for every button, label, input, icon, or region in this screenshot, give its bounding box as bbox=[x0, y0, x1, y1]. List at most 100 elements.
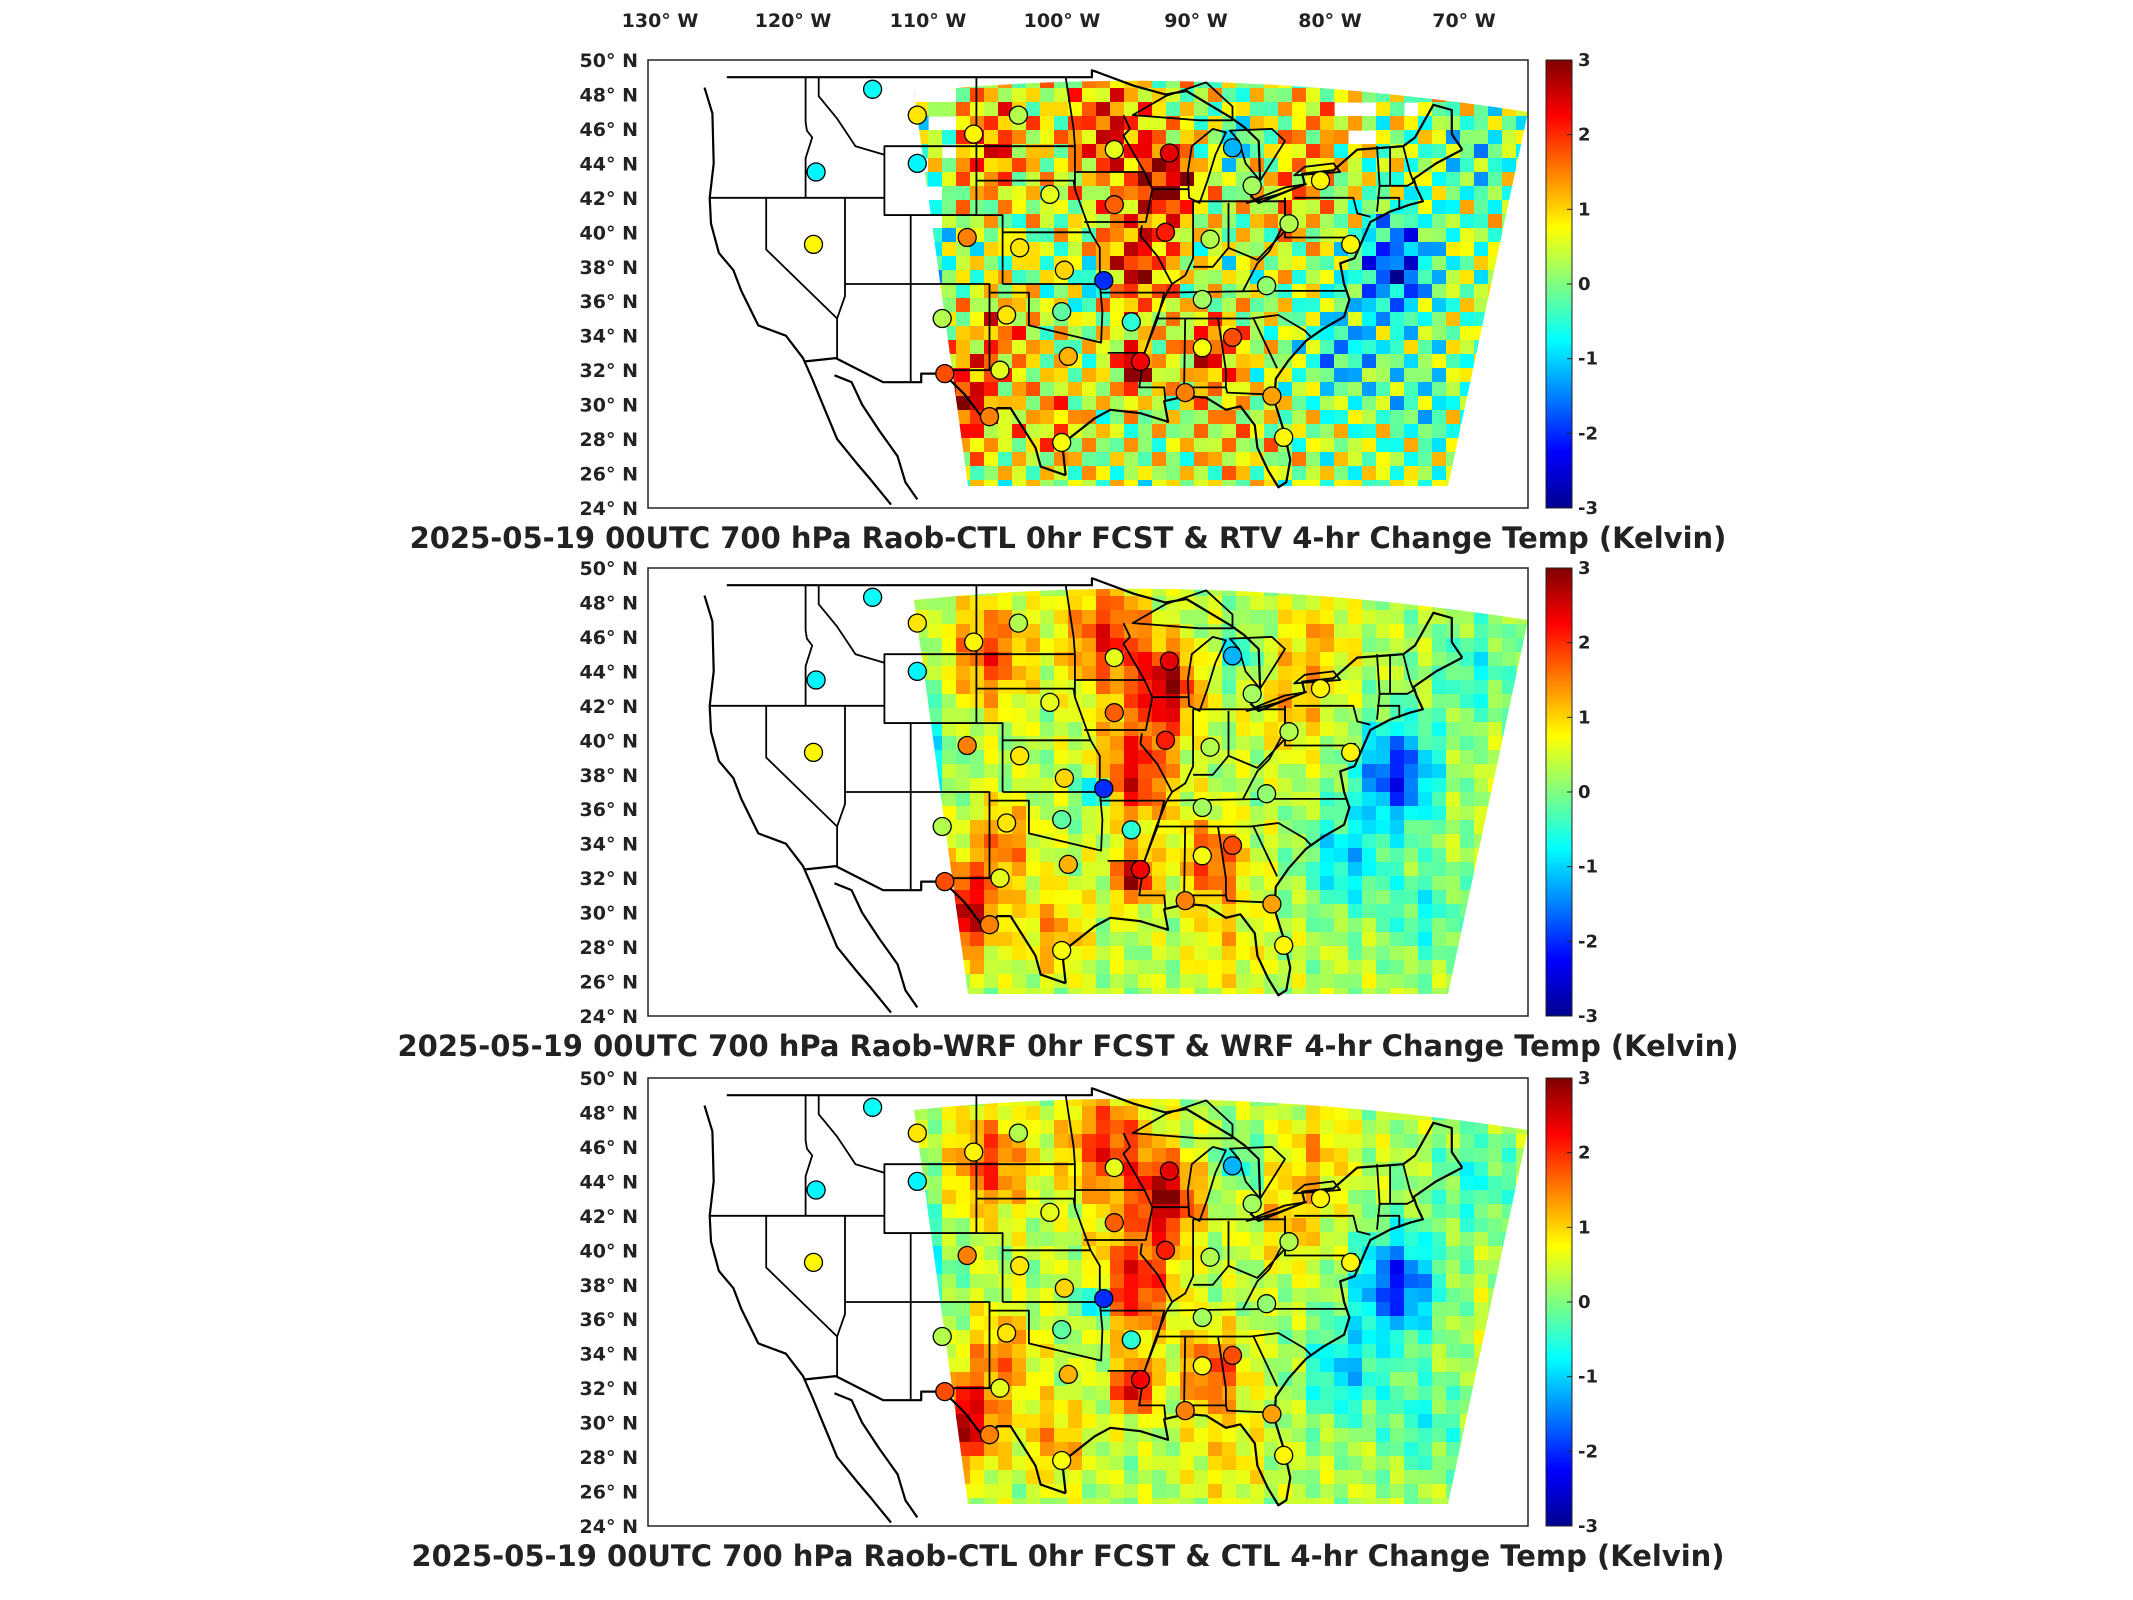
field-cell bbox=[1040, 1120, 1055, 1135]
field-cell bbox=[1082, 1330, 1097, 1345]
field-cell bbox=[1446, 284, 1461, 299]
station-marker bbox=[1052, 809, 1072, 830]
field-cell bbox=[1390, 1120, 1405, 1135]
field-cell bbox=[1040, 1330, 1055, 1345]
field-cell bbox=[1334, 410, 1349, 425]
field-cell bbox=[1418, 172, 1433, 187]
lat-tick-label: 42° N bbox=[580, 1206, 638, 1228]
field-cell bbox=[1124, 130, 1139, 145]
field-cell bbox=[1236, 876, 1251, 891]
field-cell bbox=[1194, 1190, 1209, 1205]
field-cell bbox=[1418, 1288, 1433, 1303]
field-cell bbox=[956, 876, 971, 891]
field-cell bbox=[1054, 652, 1069, 667]
field-cell bbox=[1096, 694, 1111, 709]
field-cell bbox=[1250, 904, 1265, 919]
field-cell bbox=[956, 340, 971, 355]
field-cell bbox=[1054, 410, 1069, 425]
field-cell bbox=[1110, 410, 1125, 425]
field-cell bbox=[1054, 750, 1069, 765]
field-cell bbox=[1376, 1134, 1391, 1149]
field-cell bbox=[1362, 862, 1377, 877]
field-cell bbox=[1446, 1232, 1461, 1247]
field-cell bbox=[1390, 1372, 1405, 1387]
field-cell bbox=[1180, 130, 1195, 145]
field-cell bbox=[1152, 610, 1167, 625]
field-cell bbox=[1418, 1414, 1433, 1429]
station-marker bbox=[1121, 1330, 1141, 1350]
field-cell bbox=[984, 1288, 999, 1303]
field-cell bbox=[1180, 722, 1195, 737]
field-cell bbox=[1082, 298, 1097, 313]
field-cell bbox=[1152, 1148, 1167, 1163]
field-cell bbox=[1194, 214, 1209, 229]
field-cell bbox=[1306, 1120, 1321, 1135]
field-cell bbox=[1334, 848, 1349, 863]
field-cell bbox=[942, 610, 957, 625]
field-cell bbox=[1138, 1316, 1153, 1331]
field-cell bbox=[1166, 326, 1181, 341]
field-cell bbox=[1320, 158, 1335, 173]
field-cell bbox=[1082, 666, 1097, 681]
field-cell bbox=[1222, 1274, 1237, 1289]
map-outlines bbox=[703, 1087, 1464, 1524]
field-cell bbox=[1040, 1428, 1055, 1443]
field-cell bbox=[1026, 1162, 1041, 1177]
field-cell bbox=[998, 466, 1013, 481]
field-cell bbox=[1012, 708, 1027, 723]
field-cell bbox=[942, 200, 957, 215]
field-cell bbox=[970, 1316, 985, 1331]
field-cell bbox=[1320, 904, 1335, 919]
field-cell bbox=[1418, 298, 1433, 313]
field-cell bbox=[1026, 1190, 1041, 1205]
field-cell bbox=[1040, 1372, 1055, 1387]
field-cell bbox=[1222, 256, 1237, 271]
field-cell bbox=[1040, 88, 1055, 103]
field-cell bbox=[1040, 80, 1055, 89]
field-cell bbox=[1166, 750, 1181, 765]
field-cell bbox=[1250, 326, 1265, 341]
field-cell bbox=[1320, 778, 1335, 793]
field-cell bbox=[1432, 876, 1447, 891]
field-cell bbox=[1012, 1162, 1027, 1177]
field-cell bbox=[984, 694, 999, 709]
field-cell bbox=[1348, 596, 1363, 611]
field-cell bbox=[1376, 1442, 1391, 1457]
field-cell bbox=[1138, 326, 1153, 341]
field-cell bbox=[1348, 904, 1363, 919]
field-cell bbox=[1432, 1246, 1447, 1261]
station-marker bbox=[1094, 1288, 1114, 1309]
field-cell bbox=[1236, 116, 1251, 131]
field-cell bbox=[1418, 1302, 1433, 1317]
field-cell bbox=[1404, 848, 1419, 863]
field-cell bbox=[1152, 326, 1167, 341]
field-cell bbox=[1264, 1218, 1279, 1233]
field-cell bbox=[1040, 820, 1055, 835]
field-cell bbox=[1334, 904, 1349, 919]
field-cell bbox=[1446, 1428, 1461, 1443]
field-cell bbox=[956, 368, 971, 383]
field-cell bbox=[1096, 172, 1111, 187]
state-border bbox=[989, 1301, 1104, 1362]
field-cell bbox=[1418, 284, 1433, 299]
field-cell bbox=[1432, 624, 1447, 639]
field-cell bbox=[1068, 904, 1083, 919]
field-cell bbox=[1432, 736, 1447, 751]
field-cell bbox=[1404, 242, 1419, 257]
field-cell bbox=[1404, 1414, 1419, 1429]
field-cell bbox=[1306, 1372, 1321, 1387]
field-cell bbox=[1334, 876, 1349, 891]
field-cell bbox=[1306, 340, 1321, 355]
field-cell bbox=[1306, 932, 1321, 947]
field-cell bbox=[1026, 694, 1041, 709]
field-cell bbox=[1432, 1372, 1447, 1387]
field-cell bbox=[956, 1288, 971, 1303]
field-cell bbox=[1194, 1274, 1209, 1289]
field-cell bbox=[1082, 1134, 1097, 1149]
field-cell bbox=[970, 890, 985, 905]
field-cell bbox=[1082, 480, 1097, 486]
field-cell bbox=[1278, 876, 1293, 891]
field-cell bbox=[1446, 848, 1461, 863]
field-cell bbox=[1222, 932, 1237, 947]
field-cell bbox=[1418, 918, 1433, 933]
